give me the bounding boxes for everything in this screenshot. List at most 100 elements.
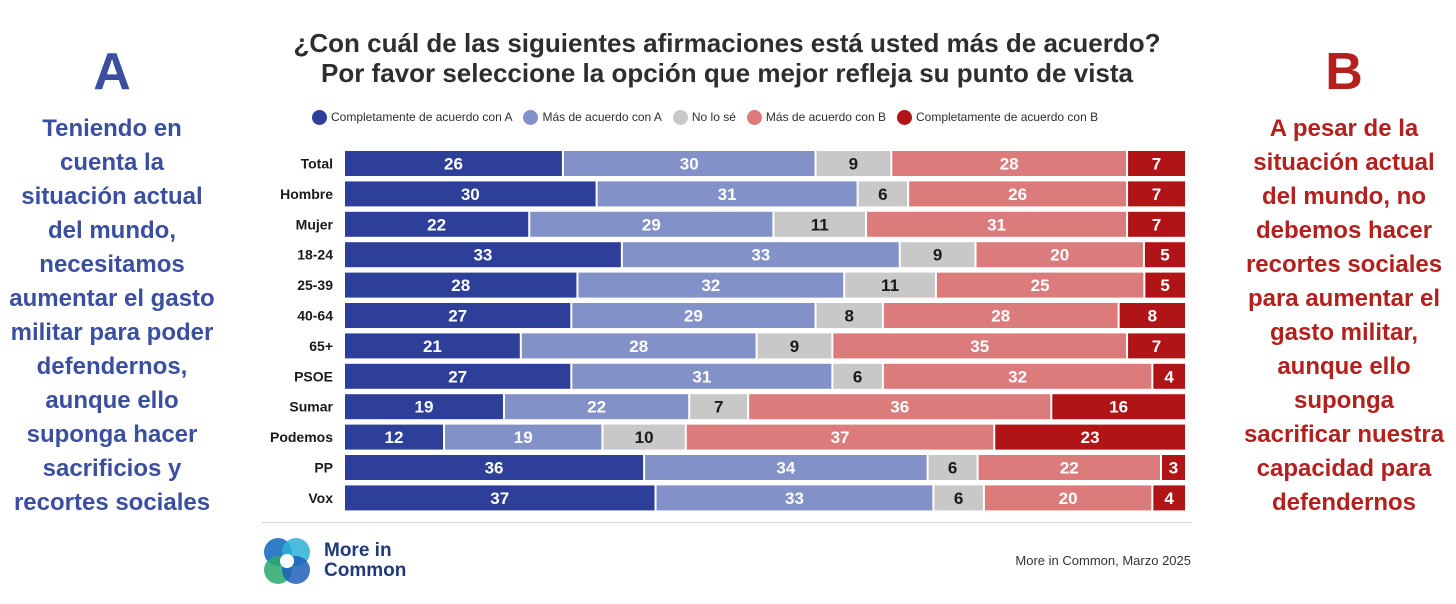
category-label: PSOE xyxy=(294,368,333,384)
bar-segment xyxy=(645,455,927,480)
data-label: 26 xyxy=(444,155,463,174)
legend-item: Completamente de acuerdo con A xyxy=(312,109,513,125)
category-label: PP xyxy=(314,460,333,476)
bar-segment xyxy=(530,211,773,237)
legend-label: Completamente de acuerdo con A xyxy=(331,110,513,124)
bar-segment xyxy=(909,181,1127,207)
bar-segment xyxy=(345,363,571,389)
data-label: 28 xyxy=(629,337,648,356)
bar-segment xyxy=(345,485,655,511)
bar-segment xyxy=(934,485,983,511)
legend-label: Más de acuerdo con B xyxy=(765,110,886,124)
bar-segment xyxy=(345,455,644,480)
bar-segment xyxy=(1153,363,1185,389)
data-label: 22 xyxy=(1060,459,1079,478)
brand-logo: More in Common xyxy=(262,536,406,586)
bar-segment xyxy=(883,303,1118,328)
bar-segment xyxy=(1153,485,1185,511)
data-label: 31 xyxy=(692,367,711,386)
data-label: 16 xyxy=(1109,398,1128,417)
statement-b: B A pesar de la situación actual del mun… xyxy=(1232,0,1456,520)
bar-segment xyxy=(816,151,891,176)
legend-label: No lo sé xyxy=(691,110,736,124)
chart-title: ¿Con cuál de las siguientes afirmaciones… xyxy=(293,28,1161,58)
bar-segment xyxy=(774,211,866,237)
bar-segment xyxy=(345,333,520,359)
data-label: 7 xyxy=(1152,155,1161,174)
data-label: 23 xyxy=(1081,428,1100,447)
data-label: 20 xyxy=(1050,246,1069,265)
data-label: 33 xyxy=(785,489,804,508)
data-label: 7 xyxy=(1152,215,1161,234)
data-label: 19 xyxy=(514,428,533,447)
bar-segment xyxy=(936,272,1144,298)
category-label: Sumar xyxy=(289,399,333,415)
data-label: 35 xyxy=(970,337,989,356)
category-label: 40-64 xyxy=(297,308,333,324)
data-label: 4 xyxy=(1164,489,1174,508)
legend-item: Más de acuerdo con B xyxy=(746,109,886,125)
data-label: 11 xyxy=(811,215,829,234)
chart-legend: Completamente de acuerdo con A Más de acu… xyxy=(312,108,1109,126)
bar-segment xyxy=(578,272,844,298)
legend-swatch xyxy=(896,109,912,125)
legend-label: Completamente de acuerdo con B xyxy=(915,110,1099,124)
brand-logo-line1: More in xyxy=(324,540,392,561)
bar-segment xyxy=(521,333,756,359)
bar-segment xyxy=(686,424,994,450)
bar-segment xyxy=(1119,303,1185,328)
bar-segment xyxy=(345,151,562,176)
legend-item: No lo sé xyxy=(672,109,736,125)
bar-segment xyxy=(845,272,935,298)
bar-segment xyxy=(656,485,933,511)
data-label: 5 xyxy=(1160,276,1169,295)
data-label: 10 xyxy=(635,428,654,447)
data-label: 22 xyxy=(587,398,606,417)
bar-segment xyxy=(1052,394,1185,420)
data-label: 36 xyxy=(485,459,504,478)
data-label: 37 xyxy=(490,489,509,508)
category-label: Hombre xyxy=(280,186,333,202)
category-label: Podemos xyxy=(270,429,333,445)
bar-segment xyxy=(833,363,882,389)
bar-segment xyxy=(345,242,621,268)
bar-segment xyxy=(978,455,1160,480)
bar-segment xyxy=(1161,455,1185,480)
bar-segment xyxy=(1128,211,1185,237)
data-label: 31 xyxy=(718,185,737,204)
bar-segment xyxy=(892,151,1127,176)
data-label: 28 xyxy=(1000,155,1019,174)
data-label: 22 xyxy=(427,215,446,234)
bar-segment xyxy=(883,363,1152,389)
bar-segment xyxy=(867,211,1127,237)
data-label: 8 xyxy=(844,307,853,326)
bar-segment xyxy=(572,363,832,389)
chart-title-block: ¿Con cuál de las siguientes afirmaciones… xyxy=(262,28,1192,88)
bar-segment xyxy=(833,333,1127,359)
data-label: 33 xyxy=(473,246,492,265)
bar-segment xyxy=(1145,272,1185,298)
legend-swatch xyxy=(523,109,539,125)
bar-segment xyxy=(1128,151,1185,176)
bar-segment xyxy=(572,303,815,328)
bar-segment xyxy=(984,485,1152,511)
data-label: 29 xyxy=(642,215,661,234)
more-in-common-logo-icon xyxy=(264,538,310,584)
statement-a-text: Teniendo en cuenta la situación actual d… xyxy=(9,115,215,516)
data-label: 12 xyxy=(385,428,404,447)
data-label: 30 xyxy=(680,155,699,174)
bar-segment xyxy=(749,394,1051,420)
brand-logo-text: More in Common xyxy=(324,541,406,581)
data-label: 8 xyxy=(1148,307,1157,326)
data-label: 28 xyxy=(451,276,470,295)
data-label: 6 xyxy=(948,459,957,478)
data-label: 19 xyxy=(415,398,434,417)
data-label: 7 xyxy=(1152,185,1161,204)
bar-segment xyxy=(1128,181,1185,207)
data-label: 6 xyxy=(853,367,862,386)
statement-b-text: A pesar de la situación actual del mundo… xyxy=(1243,115,1445,516)
legend-label: Más de acuerdo con A xyxy=(542,110,662,124)
data-label: 6 xyxy=(954,489,963,508)
data-label: 34 xyxy=(776,459,795,478)
